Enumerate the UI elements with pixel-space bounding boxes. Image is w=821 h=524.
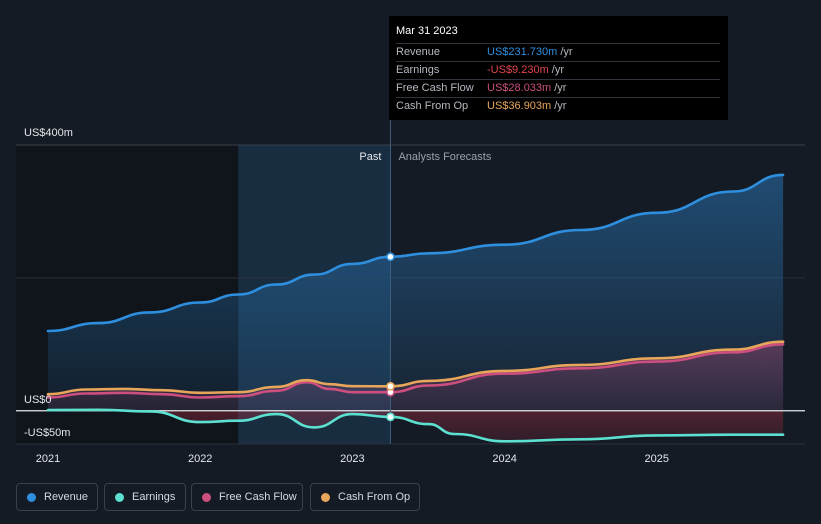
tooltip-value: US$231.730m <box>487 46 558 58</box>
legend-label: Revenue <box>44 491 89 503</box>
revenue-area <box>48 174 784 411</box>
tooltip-value: US$28.033m <box>487 82 552 94</box>
tooltip-row-earnings: Earnings -US$9.230m /yr <box>396 61 720 79</box>
cash-from-op-marker <box>386 381 395 391</box>
legend-label: Free Cash Flow <box>219 491 297 503</box>
tooltip-label: Earnings <box>396 64 440 76</box>
revenue-marker <box>386 252 395 262</box>
tooltip-label: Free Cash Flow <box>396 82 474 94</box>
tooltip-value: US$36.903m <box>487 100 552 112</box>
legend-label: Cash From Op <box>338 491 411 503</box>
legend-free-cash-flow[interactable]: Free Cash Flow <box>191 483 303 511</box>
legend-label: Earnings <box>132 491 176 503</box>
y-label-top: US$400m <box>24 127 73 139</box>
legend-dot-icon <box>321 492 330 502</box>
tooltip-label: Revenue <box>396 46 441 58</box>
legend-revenue[interactable]: Revenue <box>16 483 98 511</box>
x-tick-label: 2021 <box>36 453 60 465</box>
forecast-label: Analysts Forecasts <box>398 151 491 163</box>
legend-dot-icon <box>115 492 124 502</box>
tooltip-row-free-cash-flow: Free Cash Flow US$28.033m /yr <box>396 79 720 97</box>
legend-dot-icon <box>27 492 36 502</box>
revenue-line <box>46 173 785 333</box>
y-label-zero: US$0 <box>24 394 52 406</box>
legend-dot-icon <box>202 492 211 502</box>
y-label-bottom: -US$50m <box>24 427 70 439</box>
tooltip: Mar 31 2023 Revenue US$231.730m /yr Earn… <box>389 16 728 120</box>
tooltip-unit: /yr <box>554 82 567 94</box>
legend-cash-from-op[interactable]: Cash From Op <box>310 483 420 511</box>
earnings-area <box>48 409 784 442</box>
free-cash-flow-line <box>46 343 785 399</box>
legend-earnings[interactable]: Earnings <box>104 483 186 511</box>
tooltip-row-revenue: Revenue US$231.730m /yr <box>396 43 720 61</box>
x-tick-label: 2023 <box>340 453 364 465</box>
past-label: Past <box>359 151 381 163</box>
tooltip-row-cash-from-op: Cash From Op US$36.903m /yr <box>396 97 720 115</box>
earnings-marker <box>386 412 395 422</box>
tooltip-unit: /yr <box>554 100 567 112</box>
cash-from-op-line <box>46 340 785 396</box>
tooltip-label: Cash From Op <box>396 100 469 112</box>
earnings-line <box>46 408 785 443</box>
x-tick-label: 2022 <box>188 453 212 465</box>
tooltip-value: -US$9.230m <box>487 64 549 76</box>
tooltip-unit: /yr <box>560 46 573 58</box>
x-tick-label: 2024 <box>492 453 516 465</box>
tooltip-unit: /yr <box>551 64 564 76</box>
tooltip-date: Mar 31 2023 <box>396 25 458 37</box>
x-tick-label: 2025 <box>645 453 669 465</box>
